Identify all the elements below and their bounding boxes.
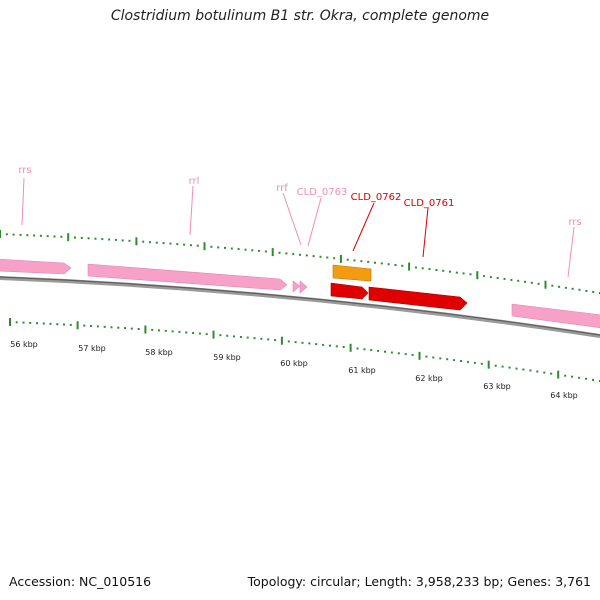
cld-0761-feature[interactable] bbox=[368, 286, 468, 311]
rrs-right-leader bbox=[567, 226, 575, 278]
scale-label: 56 kbp bbox=[10, 340, 38, 349]
rrf-label: rrf bbox=[276, 183, 288, 194]
cld-0763-label: CLD_0763 bbox=[297, 187, 348, 198]
cld-0762-label: CLD_0762 bbox=[351, 192, 402, 203]
rrf-leader bbox=[282, 192, 302, 246]
scale-label: 58 kbp bbox=[145, 348, 173, 357]
cld-0763-feature[interactable] bbox=[299, 280, 308, 294]
rrl-label: rrl bbox=[189, 176, 200, 187]
cld-0761-leader bbox=[422, 207, 429, 258]
scale-label: 57 kbp bbox=[78, 344, 106, 353]
rrf-feature[interactable] bbox=[292, 280, 301, 293]
scale-label: 64 kbp bbox=[550, 391, 578, 400]
genome-backbone bbox=[0, 276, 600, 338]
rrl-leader bbox=[189, 185, 194, 236]
genome-summary-text: Topology: circular; Length: 3,958,233 bp… bbox=[247, 574, 591, 589]
rrs-right-label: rrs bbox=[568, 217, 581, 228]
scale-label: 60 kbp bbox=[280, 359, 308, 368]
scale-label: 62 kbp bbox=[415, 374, 443, 383]
rrs-left-leader bbox=[21, 177, 25, 226]
cld-0762-feature[interactable] bbox=[330, 282, 369, 300]
rrs-feature-left[interactable] bbox=[0, 258, 72, 275]
rrl-feature[interactable] bbox=[87, 263, 288, 291]
accession-text: Accession: NC_010516 bbox=[9, 574, 152, 589]
orange-gene-feature[interactable] bbox=[332, 264, 372, 282]
scale-label: 61 kbp bbox=[348, 366, 376, 375]
inner-tick-track bbox=[9, 318, 600, 382]
cld-0763-leader bbox=[307, 197, 322, 247]
outer-tick-track bbox=[0, 230, 600, 294]
cld-0761-label: CLD_0761 bbox=[404, 198, 455, 209]
rrs-feature-right[interactable] bbox=[511, 303, 600, 329]
scale-label: 59 kbp bbox=[213, 353, 241, 362]
scale-label: 63 kbp bbox=[483, 382, 511, 391]
map-title: Clostridium botulinum B1 str. Okra, comp… bbox=[110, 8, 490, 24]
cld-0762-leader bbox=[352, 202, 375, 252]
genome-backbone-highlight bbox=[0, 276, 600, 336]
rrs-left-label: rrs bbox=[18, 165, 31, 176]
